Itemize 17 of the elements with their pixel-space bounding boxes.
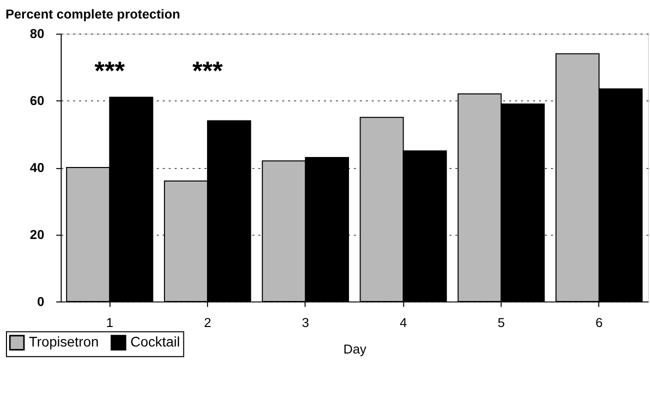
legend-label: Tropisetron [28, 334, 99, 350]
y-axis-title: Percent complete protection [5, 6, 180, 22]
annotation: *** [192, 57, 224, 86]
x-tick-label: 5 [498, 314, 505, 330]
y-tick-label: 40 [30, 160, 44, 176]
x-tick-label: 4 [400, 314, 407, 330]
x-tick-label: 6 [595, 314, 603, 330]
y-tick-label: 0 [37, 294, 44, 309]
y-tick-label: 20 [30, 226, 44, 242]
x-tick-label: 1 [106, 314, 114, 330]
legend-label: Cocktail [130, 334, 180, 350]
y-tick-label: 60 [30, 93, 44, 108]
x-tick-label: 3 [302, 314, 310, 330]
x-tick-label: 2 [204, 314, 212, 330]
x-axis-title: Day [343, 342, 367, 357]
y-tick-label: 80 [30, 26, 44, 42]
annotation: *** [94, 57, 126, 86]
